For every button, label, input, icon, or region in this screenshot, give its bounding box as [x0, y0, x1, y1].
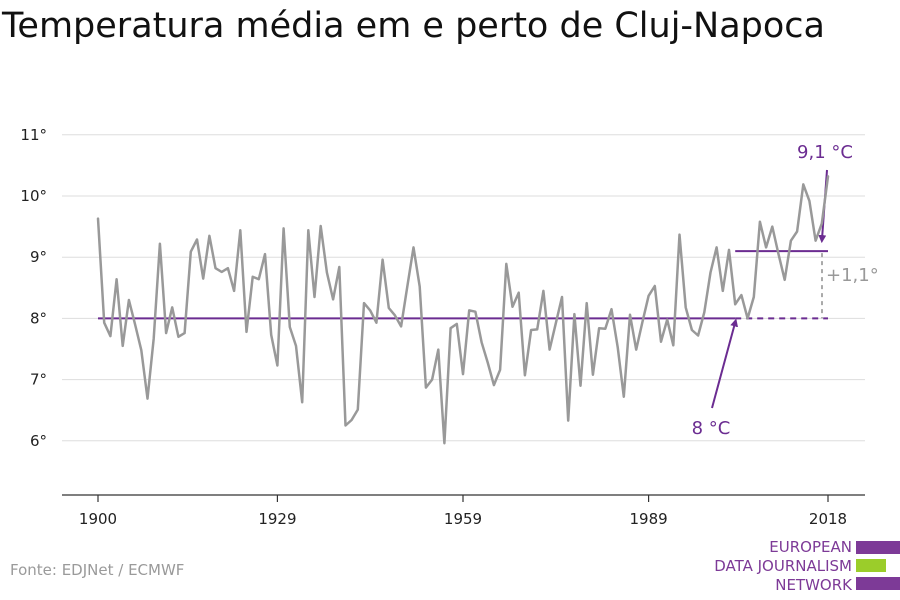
x-tick-label: 1959 [444, 510, 482, 528]
y-tick-label: 11° [20, 126, 47, 144]
source-text: Fonte: EDJNet / ECMWF [10, 561, 185, 579]
logo-bar-purple-2 [856, 577, 900, 590]
difference-label: +1,1° [826, 265, 879, 286]
baseline-label: 8 °C [692, 418, 731, 439]
x-tick-label: 1989 [629, 510, 667, 528]
logo-line-1: EUROPEAN [769, 538, 852, 556]
x-tick-label: 2018 [809, 510, 847, 528]
edjnet-logo: EUROPEAN DATA JOURNALISM NETWORK [700, 538, 900, 596]
series [96, 175, 830, 445]
baseline-arrow [711, 318, 739, 409]
y-tick-label: 7° [30, 371, 47, 389]
y-tick-label: 8° [30, 309, 47, 327]
y-tick-label: 6° [30, 432, 47, 450]
chart-title: Temperatura média em e perto de Cluj-Nap… [2, 6, 825, 46]
x-tick-label: 1929 [258, 510, 296, 528]
logo-bar-purple-1 [856, 541, 900, 554]
x-axis: 1900 1929 1959 1989 2018 [62, 494, 865, 528]
annotation-labels: 8 °C 9,1 °C +1,1° [692, 142, 879, 439]
y-tick-label: 9° [30, 248, 47, 266]
temperature-line [96, 175, 830, 445]
logo-bar-green [856, 559, 886, 572]
logo-line-2: DATA JOURNALISM [714, 557, 852, 575]
grid [62, 134, 865, 442]
y-axis: 6° 7° 8° 9° 10° 11° [20, 126, 47, 450]
logo-line-3: NETWORK [775, 576, 852, 594]
x-tick-label: 1900 [79, 510, 117, 528]
y-tick-label: 10° [20, 187, 47, 205]
recent-average-label: 9,1 °C [797, 142, 853, 163]
